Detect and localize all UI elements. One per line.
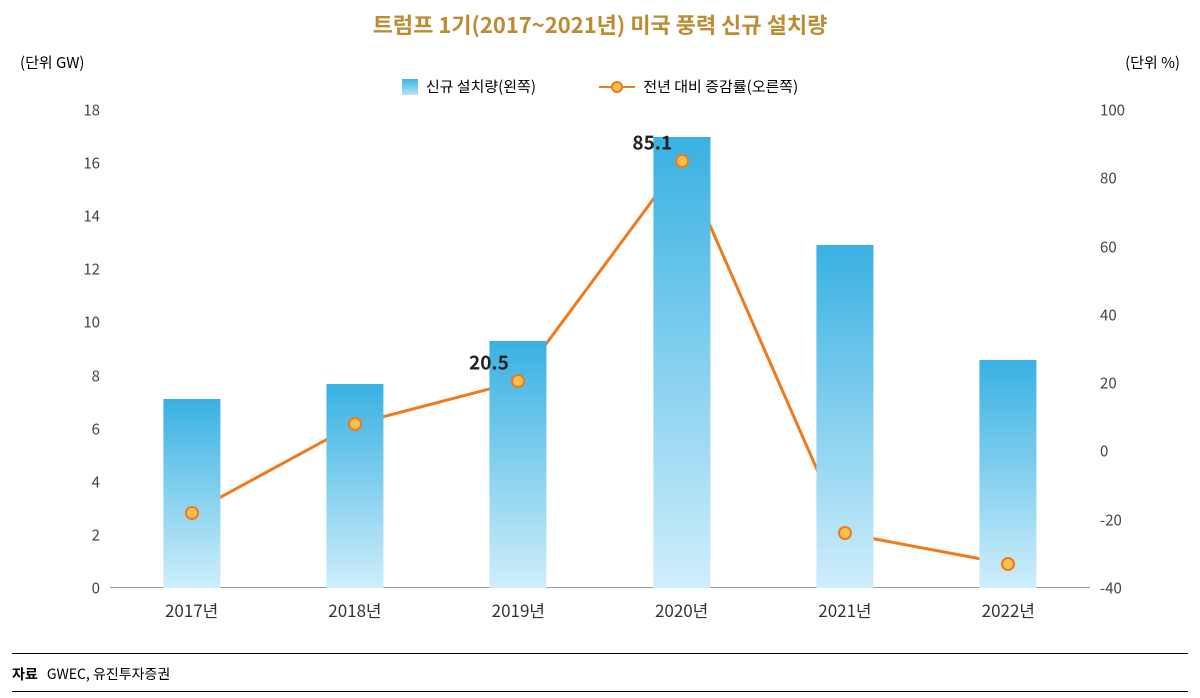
x-tick: 2019년 xyxy=(492,597,545,622)
y-right-tick: 40 xyxy=(1100,304,1160,325)
line-marker xyxy=(838,526,852,540)
x-tick: 2022년 xyxy=(982,597,1035,622)
x-tick: 2017년 xyxy=(165,597,218,622)
x-axis-line xyxy=(110,587,1090,588)
line-marker xyxy=(348,417,362,431)
line-marker xyxy=(185,506,199,520)
y-right-tick: 0 xyxy=(1100,441,1160,462)
y-left-tick: 14 xyxy=(50,206,100,227)
y-left-tick: 12 xyxy=(50,259,100,280)
plot-area: 024681012141618-40-200204060801002017년20… xyxy=(110,110,1090,588)
y-right-tick: 80 xyxy=(1100,168,1160,189)
bar xyxy=(980,360,1037,588)
y-right-tick: -40 xyxy=(1100,578,1160,599)
source-label: 자료 xyxy=(12,664,38,684)
source-footer: 자료 GWEC, 유진투자증권 xyxy=(12,664,170,684)
footer-rule-bottom xyxy=(12,691,1188,692)
x-tick: 2018년 xyxy=(328,597,381,622)
chart-area: 0 2 4 6 8 10 12 14 16 18 -40 -20 0 20 40 60 80 100 2017년 20… xyxy=(20,50,1180,638)
line-marker xyxy=(675,154,689,168)
y-left-tick: 18 xyxy=(50,100,100,121)
y-left-tick: 4 xyxy=(50,471,100,492)
bar xyxy=(326,384,383,588)
line-svg xyxy=(110,110,1090,588)
y-left-tick: 8 xyxy=(50,365,100,386)
data-label: 85.1 xyxy=(632,128,672,155)
x-tick: 2020년 xyxy=(655,597,708,622)
y-left-tick: 16 xyxy=(50,153,100,174)
data-label: 20.5 xyxy=(469,349,509,376)
bar xyxy=(163,399,220,588)
bar xyxy=(653,137,710,588)
y-left-tick: 6 xyxy=(50,418,100,439)
y-left-tick: 10 xyxy=(50,312,100,333)
y-left-tick: 2 xyxy=(50,524,100,545)
y-left-tick: 0 xyxy=(50,578,100,599)
y-right-tick: 20 xyxy=(1100,373,1160,394)
source-text: GWEC, 유진투자증권 xyxy=(47,664,170,684)
chart-title: 트럼프 1기(2017~2021년) 미국 풍력 신규 설치량 xyxy=(0,0,1200,40)
y-right-tick: 100 xyxy=(1100,100,1160,121)
footer-rule-top xyxy=(12,653,1188,654)
x-tick: 2021년 xyxy=(818,597,871,622)
y-right-tick: 60 xyxy=(1100,236,1160,257)
line-marker xyxy=(511,374,525,388)
line-marker xyxy=(1001,557,1015,571)
y-right-tick: -20 xyxy=(1100,509,1160,530)
